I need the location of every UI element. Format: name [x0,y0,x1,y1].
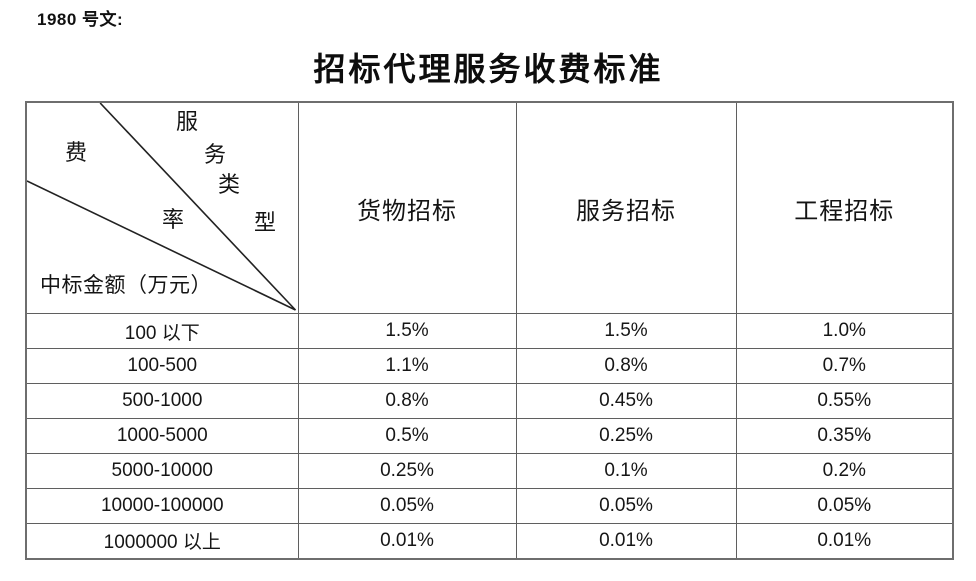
row-label: 500-1000 [25,383,299,419]
corner-cell: 费 率 服 务 类 型 中标金额（万元） [25,101,299,314]
doc-number: 1980 号文: [37,10,124,29]
fee-value: 0.25% [297,453,517,489]
row-label: 100 以下 [25,313,299,349]
row-label: 100-500 [25,348,299,384]
fee-value: 1.1% [297,348,517,384]
table-row: 1000-5000 0.5% 0.25% 0.35% [25,418,954,454]
fee-value: 0.05% [735,488,954,524]
fee-value: 0.5% [297,418,517,454]
fee-value: 0.35% [735,418,954,454]
fee-value: 0.1% [515,453,737,489]
corner-cell-inner: 费 率 服 务 类 型 中标金额（万元） [27,103,298,313]
fee-value: 0.05% [515,488,737,524]
page-title: 招标代理服务收费标准 [313,51,664,87]
fee-table: 费 率 服 务 类 型 中标金额（万元） 货物招标 服务招标 工程招标 100 … [25,101,954,560]
fee-value: 0.45% [515,383,737,419]
diagonal-lines-icon [27,103,297,311]
fee-value: 0.55% [735,383,954,419]
fee-value: 0.2% [735,453,954,489]
fee-value: 0.01% [297,523,517,559]
fee-value: 1.5% [515,313,737,349]
row-label: 1000-5000 [25,418,299,454]
table-row: 5000-10000 0.25% 0.1% 0.2% [25,453,954,489]
fee-value: 0.05% [297,488,517,524]
row-label: 5000-10000 [25,453,299,489]
corner-char-type-4: 型 [254,210,277,235]
column-header-goods: 货物招标 [297,101,517,314]
table-row: 10000-100000 0.05% 0.05% 0.05% [25,488,954,524]
corner-char-type-2: 务 [204,142,227,167]
fee-value: 0.01% [735,523,954,559]
header-row: 费 率 服 务 类 型 中标金额（万元） 货物招标 服务招标 工程招标 [25,101,954,314]
table-row: 100 以下 1.5% 1.5% 1.0% [25,313,954,349]
table-row: 1000000 以上 0.01% 0.01% 0.01% [25,523,954,559]
fee-value: 0.7% [735,348,954,384]
corner-char-type-1: 服 [176,109,199,134]
corner-char-fee: 费 [65,140,88,165]
corner-amount-label: 中标金额（万元） [40,273,212,297]
column-header-engineering: 工程招标 [735,101,954,314]
fee-value: 0.01% [515,523,737,559]
fee-value: 0.25% [515,418,737,454]
corner-char-type-3: 类 [218,172,241,197]
table-row: 100-500 1.1% 0.8% 0.7% [25,348,954,384]
fee-value: 0.8% [515,348,737,384]
table-row: 500-1000 0.8% 0.45% 0.55% [25,383,954,419]
fee-value: 1.5% [297,313,517,349]
column-header-service: 服务招标 [515,101,737,314]
row-label: 1000000 以上 [25,523,299,559]
row-label: 10000-100000 [25,488,299,524]
fee-value: 0.8% [297,383,517,419]
corner-char-rate: 率 [162,207,185,232]
fee-value: 1.0% [735,313,954,349]
